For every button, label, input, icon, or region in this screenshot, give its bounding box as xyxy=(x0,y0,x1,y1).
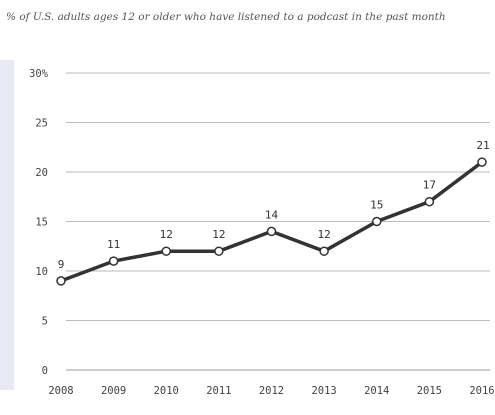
decorative-band-left xyxy=(0,60,14,390)
data-label-2014: 15 xyxy=(370,199,383,212)
data-point-2015 xyxy=(424,196,435,207)
data-point-2013 xyxy=(319,246,329,256)
y-tick-label-25: 25 xyxy=(35,118,48,130)
x-tick-label-2015: 2015 xyxy=(417,385,442,397)
series-points xyxy=(56,157,487,286)
data-point-2014 xyxy=(372,216,382,227)
data-label-2015: 17 xyxy=(423,179,436,192)
data-label-2012: 14 xyxy=(265,208,279,221)
data-point-2011 xyxy=(214,246,224,256)
data-point-2010 xyxy=(161,246,171,256)
y-tick-label-30: 30% xyxy=(29,68,49,80)
y-axis-tick-labels: 0 5 10 15 20 25 30% xyxy=(29,68,49,377)
y-tick-label-20: 20 xyxy=(35,167,48,179)
data-label-2008: 9 xyxy=(58,258,65,271)
gridlines xyxy=(66,72,490,371)
x-tick-label-2009: 2009 xyxy=(101,385,126,397)
data-labels: 9 11 12 12 14 12 15 17 21 xyxy=(58,139,490,271)
x-tick-label-2008: 2008 xyxy=(48,385,73,397)
data-label-2011: 12 xyxy=(212,228,225,241)
y-tick-label-0: 0 xyxy=(42,365,48,377)
data-label-2009: 11 xyxy=(107,238,120,251)
y-tick-label-10: 10 xyxy=(35,266,48,278)
data-label-2016: 21 xyxy=(476,139,489,152)
x-tick-label-2014: 2014 xyxy=(364,385,389,397)
x-axis-tick-labels: 2008 2009 2010 2011 2012 2013 2014 2015 2016 xyxy=(48,385,494,397)
x-tick-label-2010: 2010 xyxy=(154,385,179,397)
data-label-2010: 12 xyxy=(160,228,173,241)
data-point-2009 xyxy=(108,256,119,266)
data-point-2016 xyxy=(477,157,487,167)
y-tick-label-15: 15 xyxy=(35,217,48,229)
data-point-2012 xyxy=(266,226,277,237)
data-point-2008 xyxy=(56,276,66,286)
x-tick-label-2012: 2012 xyxy=(259,385,284,397)
x-tick-label-2016: 2016 xyxy=(469,385,494,397)
y-tick-label-5: 5 xyxy=(42,316,48,328)
data-label-2013: 12 xyxy=(318,228,331,241)
x-tick-label-2013: 2013 xyxy=(311,385,336,397)
x-tick-label-2011: 2011 xyxy=(206,385,231,397)
chart-subtitle: % of U.S. adults ages 12 or older who ha… xyxy=(6,11,446,23)
